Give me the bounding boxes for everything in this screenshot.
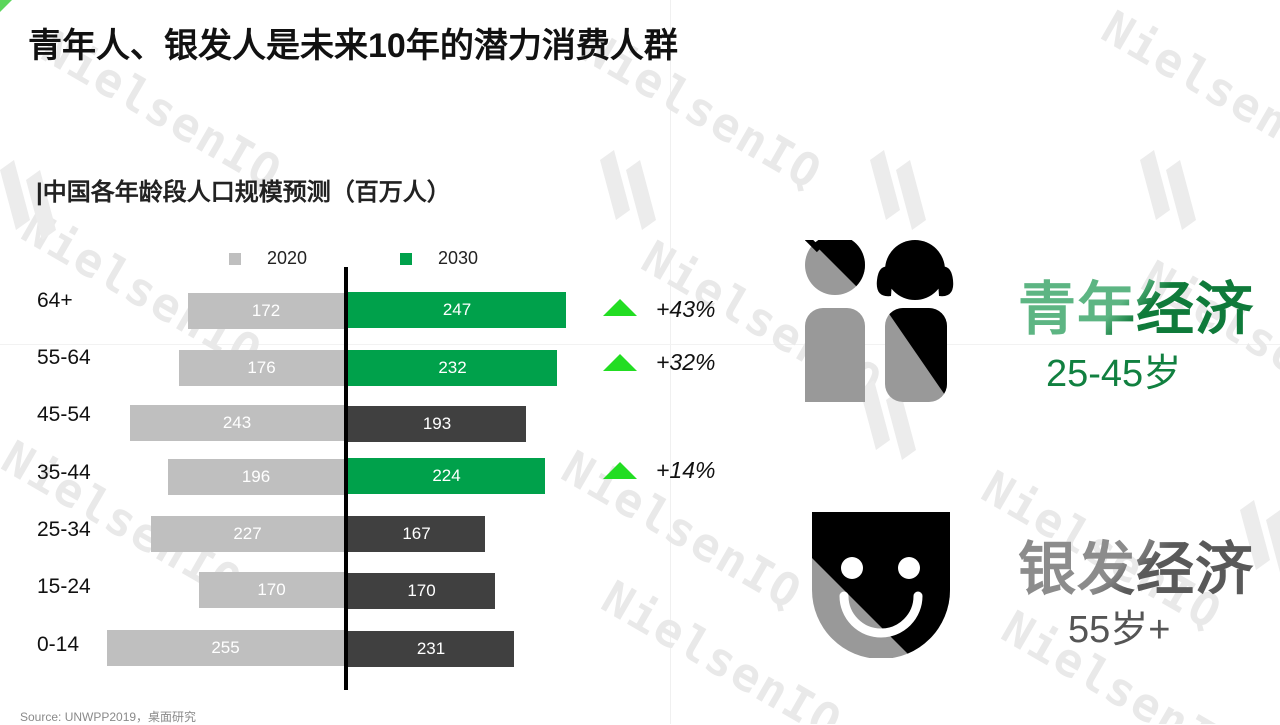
- bar-2030: 231: [348, 631, 514, 667]
- age-label: 64+: [37, 289, 73, 312]
- youth-economy-title: 青年经济: [1018, 262, 1254, 346]
- age-label: 15-24: [37, 575, 91, 598]
- bar-2020: 243: [130, 405, 344, 441]
- legend-label: 2020: [267, 248, 308, 268]
- legend-swatch-2020: [229, 252, 241, 265]
- legend-item-2020: 2020: [229, 248, 307, 269]
- smiling-face-icon: [812, 512, 950, 658]
- silver-age-range: 55岁+: [1068, 609, 1171, 651]
- legend-label: 2030: [438, 248, 479, 268]
- bar-2020: 255: [107, 630, 344, 666]
- age-label: 25-34: [37, 518, 91, 541]
- bar-2020: 170: [199, 572, 344, 608]
- bar-2030: 232: [348, 350, 557, 386]
- silver-economy-title: 银发经济: [1018, 522, 1254, 606]
- growth-label: +32%: [656, 349, 716, 375]
- up-arrow-icon: [603, 462, 637, 479]
- legend-item-2030: 2030: [400, 248, 478, 269]
- watermark-logo-icon: [600, 150, 656, 230]
- chart-title: |中国各年龄段人口规模预测（百万人）: [36, 179, 451, 206]
- bar-2030: 167: [348, 516, 485, 552]
- watermark-logo-icon: [1140, 150, 1196, 230]
- bar-2020: 227: [151, 516, 344, 552]
- bar-2030: 193: [348, 406, 526, 442]
- legend-swatch-2030: [400, 252, 412, 265]
- age-label: 0-14: [37, 633, 80, 656]
- source-note: Source: UNWPP2019，桌面研究: [20, 710, 197, 724]
- chart-center-axis: [344, 267, 348, 690]
- age-label: 45-54: [37, 403, 91, 426]
- growth-label: +43%: [656, 296, 716, 322]
- youth-age-range: 25-45岁: [1046, 353, 1182, 395]
- bar-2020: 172: [188, 293, 344, 329]
- bar-2030: 170: [348, 573, 495, 609]
- bar-2020: 196: [168, 459, 344, 495]
- watermark-logo-icon: [870, 150, 926, 230]
- age-label: 55-64: [37, 346, 91, 369]
- age-label: 35-44: [37, 461, 91, 484]
- up-arrow-icon: [603, 354, 637, 371]
- bar-2030: 247: [348, 292, 566, 328]
- corner-accent: [0, 0, 12, 12]
- watermark: NielsenIQ: [1093, 0, 1280, 181]
- up-arrow-icon: [603, 299, 637, 316]
- growth-label: +14%: [656, 457, 716, 483]
- bar-2020: 176: [179, 350, 344, 386]
- page-title: 青年人、银发人是未来10年的潜力消费人群: [28, 27, 678, 65]
- two-children-icon: [805, 240, 954, 402]
- bar-2030: 224: [348, 458, 545, 494]
